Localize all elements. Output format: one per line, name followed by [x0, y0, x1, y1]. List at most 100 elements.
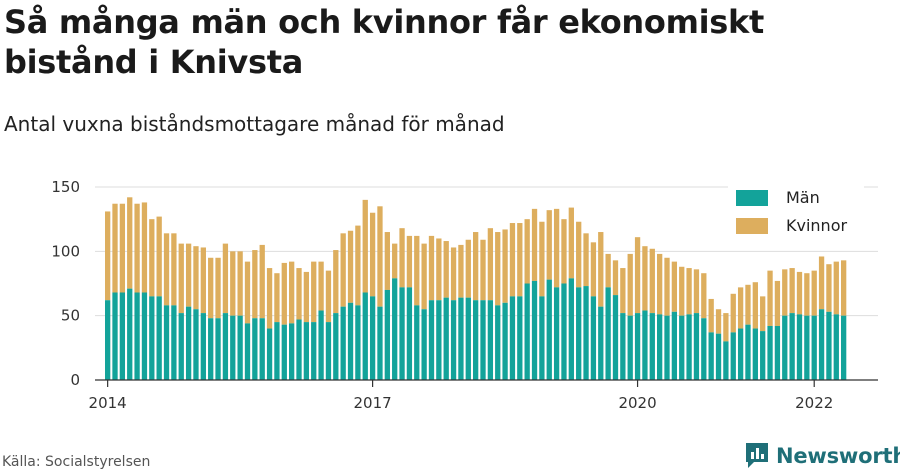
bar-women	[384, 232, 390, 290]
bar-men	[369, 296, 376, 380]
bar-men	[208, 318, 214, 380]
bar-men	[325, 322, 332, 380]
bar-men	[200, 313, 206, 380]
bar-men	[612, 295, 619, 380]
bar-men	[355, 305, 361, 380]
y-tick-label: 150	[51, 178, 80, 196]
bar-women	[561, 219, 567, 284]
bar-men	[222, 313, 229, 380]
bar-women	[782, 269, 788, 316]
bar-women	[156, 216, 162, 297]
bar-men	[259, 318, 265, 380]
bar-men	[509, 296, 516, 380]
bar-women	[428, 235, 435, 301]
bar-women	[127, 197, 133, 289]
bar-women	[657, 253, 663, 315]
bar-men	[627, 315, 633, 380]
bar-men	[362, 292, 368, 380]
bar-women	[318, 261, 324, 311]
bar-women	[163, 233, 170, 306]
bar-men	[495, 305, 501, 380]
bar-men	[237, 315, 243, 380]
bar-women	[450, 247, 457, 301]
y-tick-label: 0	[70, 371, 80, 389]
bar-men	[428, 300, 435, 380]
bar-women	[612, 260, 619, 296]
bar-women	[193, 246, 199, 310]
chart-title: Så många män och kvinnor får ekonomiskt …	[4, 3, 765, 81]
bar-men	[215, 318, 221, 380]
bar-men	[841, 315, 847, 380]
x-tick-label: 2022	[795, 394, 833, 412]
bar-women	[745, 284, 751, 325]
bar-women	[325, 270, 332, 323]
bar-men	[657, 314, 663, 380]
bar-women	[134, 203, 140, 293]
y-tick-label: 50	[61, 307, 80, 325]
bar-women	[708, 298, 714, 333]
bar-women	[436, 238, 442, 301]
bar-men	[723, 341, 729, 380]
bar-women	[303, 271, 310, 323]
x-axis: 2014 2017 2020 2022	[89, 379, 878, 412]
bar-women	[671, 261, 678, 312]
newsworthy-logo-icon	[746, 443, 768, 468]
bar-women	[605, 253, 611, 288]
bar-men	[171, 305, 177, 380]
bar-men	[377, 306, 383, 380]
bar-men	[671, 311, 678, 380]
bar-men	[730, 332, 736, 380]
bar-men	[789, 313, 795, 380]
bar-men	[156, 296, 162, 380]
bar-men	[774, 325, 781, 380]
bar-women	[200, 247, 206, 314]
bar-women	[369, 212, 376, 297]
bar-men	[708, 332, 714, 380]
bar-men	[333, 313, 339, 380]
bar-women	[760, 296, 766, 332]
bar-men	[252, 318, 258, 380]
bar-men	[620, 313, 626, 380]
bar-women	[804, 273, 810, 316]
bar-men	[686, 314, 692, 380]
bar-women	[208, 257, 214, 319]
bar-men	[818, 309, 825, 380]
bar-men	[576, 287, 582, 380]
bar-men	[340, 306, 346, 380]
bar-women	[487, 228, 494, 301]
bar-men	[539, 296, 545, 380]
bar-women	[185, 243, 192, 307]
bar-men	[693, 313, 700, 380]
bar-women	[789, 268, 795, 314]
bar-men	[642, 310, 648, 380]
x-tick-label: 2020	[618, 394, 656, 412]
bar-men	[392, 278, 398, 380]
bar-men	[796, 314, 803, 380]
bar-women	[576, 221, 582, 288]
bar-women	[252, 250, 258, 319]
bar-women	[465, 239, 471, 298]
bar-women	[289, 261, 295, 324]
bar-men	[553, 287, 560, 380]
bar-men	[289, 323, 295, 380]
bar-men	[487, 300, 494, 380]
newsworthy-logo[interactable]: Newsworthy	[744, 441, 900, 471]
bar-women	[406, 235, 413, 288]
bar-women	[495, 232, 501, 306]
bar-men	[826, 311, 832, 380]
bar-women	[480, 239, 486, 301]
bar-women	[414, 235, 420, 306]
bar-women	[244, 261, 251, 324]
bar-women	[458, 244, 464, 298]
bar-men	[193, 309, 199, 380]
bar-men	[244, 323, 251, 380]
bar-women	[833, 261, 839, 315]
bar-men	[502, 302, 508, 380]
bar-men	[701, 318, 707, 380]
bar-women	[730, 293, 736, 333]
bar-women	[149, 219, 155, 297]
bar-men	[752, 328, 758, 380]
bar-women	[546, 210, 552, 280]
bar-women	[259, 244, 265, 319]
legend-swatch-men	[736, 190, 768, 206]
